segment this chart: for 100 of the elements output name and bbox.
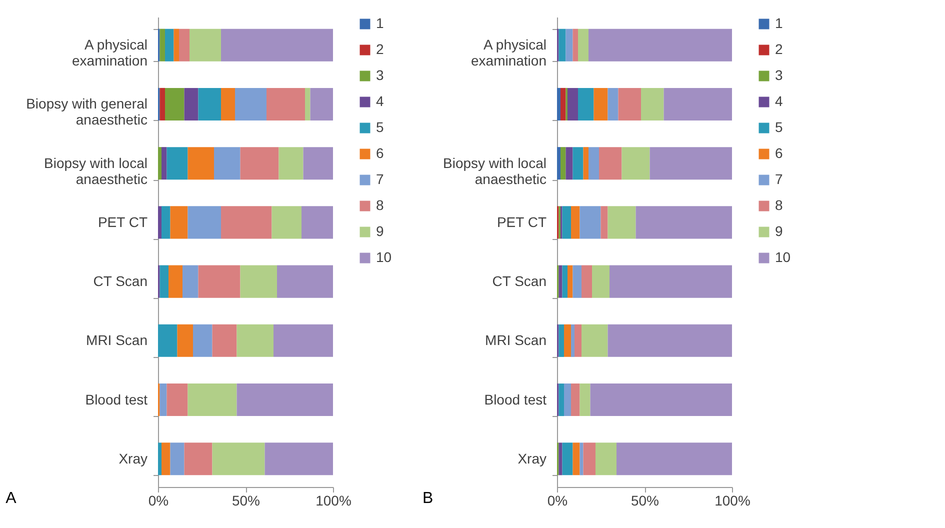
bar bbox=[160, 88, 165, 120]
y-tick-label: A physical examination bbox=[72, 36, 148, 69]
legend-label: 6 bbox=[775, 145, 783, 161]
bar bbox=[188, 384, 237, 416]
legend-label: 8 bbox=[775, 197, 783, 213]
bar bbox=[608, 324, 732, 357]
y-tick-label: Blood test bbox=[85, 391, 148, 408]
bar bbox=[574, 324, 582, 357]
bar bbox=[571, 384, 580, 416]
legend-label: 4 bbox=[376, 93, 384, 109]
legend-label: 5 bbox=[376, 119, 384, 135]
bar bbox=[582, 324, 608, 357]
y-tick-label: Biopsy with local anaesthetic bbox=[44, 154, 148, 187]
legend-label: 2 bbox=[775, 41, 783, 57]
bar bbox=[266, 88, 305, 120]
bar bbox=[558, 384, 564, 416]
bar bbox=[636, 206, 732, 239]
bar bbox=[572, 147, 584, 180]
bar bbox=[221, 28, 333, 62]
bar bbox=[580, 384, 590, 416]
legend-label: 9 bbox=[376, 223, 384, 239]
bar bbox=[641, 88, 664, 120]
text: A bbox=[6, 490, 17, 507]
bar bbox=[588, 147, 599, 180]
x-tick-label: 50% bbox=[232, 492, 260, 508]
legend-label: 7 bbox=[376, 171, 384, 187]
bar bbox=[174, 28, 179, 62]
bar bbox=[562, 265, 568, 298]
bar bbox=[170, 442, 184, 476]
y-tick-label: CT Scan bbox=[492, 273, 546, 290]
x-tick-label: 50% bbox=[630, 492, 660, 508]
bar bbox=[162, 442, 170, 476]
bar bbox=[580, 442, 584, 476]
bar bbox=[560, 147, 566, 180]
bar bbox=[272, 206, 302, 239]
bar bbox=[558, 324, 564, 357]
legend-label: 1 bbox=[376, 15, 384, 31]
bar bbox=[277, 265, 333, 298]
bar bbox=[214, 147, 240, 180]
bar bbox=[165, 28, 174, 62]
bar bbox=[562, 206, 571, 239]
bar bbox=[168, 265, 182, 298]
bar bbox=[558, 28, 566, 62]
y-tick-label: Biopsy with local anaesthetic bbox=[443, 154, 546, 187]
bar bbox=[193, 324, 212, 357]
legend-label: 8 bbox=[376, 197, 384, 213]
bar bbox=[274, 324, 333, 357]
legend-label: 3 bbox=[376, 67, 384, 83]
bar bbox=[594, 88, 608, 120]
bar bbox=[158, 147, 162, 180]
bar bbox=[564, 324, 571, 357]
bar bbox=[184, 88, 198, 120]
bar bbox=[583, 147, 588, 180]
bar bbox=[571, 324, 574, 357]
bar bbox=[608, 206, 636, 239]
bar bbox=[560, 88, 566, 120]
bar bbox=[170, 206, 188, 239]
bar bbox=[158, 324, 178, 357]
bar bbox=[305, 88, 310, 120]
y-tick-label: MRI Scan bbox=[86, 332, 148, 348]
bar bbox=[162, 147, 167, 180]
legend-label: 5 bbox=[775, 119, 783, 135]
bar bbox=[588, 28, 732, 62]
bar bbox=[572, 28, 578, 62]
bar bbox=[580, 206, 601, 239]
bar bbox=[160, 384, 167, 416]
bar bbox=[182, 265, 198, 298]
bar bbox=[162, 206, 170, 239]
bar bbox=[578, 28, 588, 62]
legend-label: 1 bbox=[775, 15, 783, 31]
bar bbox=[566, 147, 573, 180]
bar bbox=[664, 88, 732, 120]
bar bbox=[158, 442, 162, 476]
bar bbox=[303, 147, 333, 180]
bar bbox=[184, 442, 212, 476]
legend-label: 2 bbox=[376, 41, 384, 57]
bar bbox=[212, 442, 265, 476]
bar bbox=[571, 206, 580, 239]
legend-label: 4 bbox=[775, 93, 783, 109]
bar bbox=[572, 265, 582, 298]
bar bbox=[616, 442, 732, 476]
bar bbox=[236, 384, 333, 416]
bar bbox=[166, 384, 188, 416]
y-tick-label: Xray bbox=[118, 450, 148, 466]
bar bbox=[240, 265, 277, 298]
y-tick-label: Xray bbox=[518, 450, 546, 466]
legend-label: 6 bbox=[376, 145, 384, 161]
bar bbox=[566, 28, 573, 62]
bar bbox=[599, 147, 622, 180]
legend-label: 9 bbox=[775, 223, 783, 239]
bar bbox=[568, 265, 573, 298]
y-tick-label: PET CT bbox=[98, 214, 148, 230]
bar bbox=[610, 265, 732, 298]
bar bbox=[578, 88, 594, 120]
bar bbox=[562, 442, 573, 476]
bar bbox=[177, 324, 193, 357]
bar bbox=[235, 88, 266, 120]
bar bbox=[572, 442, 580, 476]
bar bbox=[198, 88, 221, 120]
x-tick-label: 100% bbox=[316, 492, 352, 508]
